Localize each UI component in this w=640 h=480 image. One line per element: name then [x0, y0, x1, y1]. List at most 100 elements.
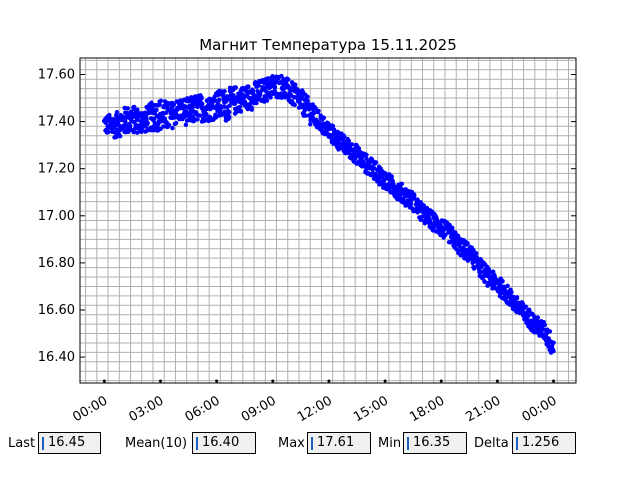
data-point	[389, 174, 394, 179]
data-point	[135, 107, 140, 113]
mean-value-field[interactable]: 16.40	[192, 432, 256, 454]
delta-label: Delta	[474, 436, 509, 451]
data-point	[163, 110, 169, 116]
data-point	[272, 85, 278, 90]
x-tick	[495, 379, 499, 383]
y-tick-label: 16.40	[38, 350, 75, 365]
max-value-field[interactable]: 17.61	[307, 432, 371, 454]
data-point	[226, 116, 231, 122]
text-cursor	[311, 437, 313, 450]
y-axis: 16.40 16.60 16.80 17.00 17.20 17.40 17.60	[38, 67, 576, 365]
data-point	[120, 114, 126, 119]
data-point	[550, 347, 556, 352]
data-point	[527, 308, 532, 314]
data-point	[195, 117, 200, 122]
data-point	[321, 115, 327, 121]
data-point	[411, 192, 417, 197]
data-point	[457, 243, 462, 249]
data-point	[434, 217, 440, 222]
min-value-field[interactable]: 16.35	[403, 432, 467, 454]
data-point	[268, 95, 273, 100]
x-tick-label: 09:00	[239, 393, 279, 425]
x-tick	[158, 379, 162, 383]
data-point	[544, 331, 549, 336]
plot-frame	[79, 57, 577, 384]
min-label: Min	[378, 436, 402, 451]
data-point	[118, 133, 123, 139]
data-point	[505, 283, 510, 289]
data-point	[170, 125, 175, 131]
data-point	[293, 82, 298, 87]
data-point	[248, 95, 254, 101]
data-point	[478, 269, 484, 275]
data-point	[316, 108, 321, 114]
data-point	[132, 104, 137, 110]
data-point	[349, 142, 355, 147]
data-point	[542, 322, 548, 328]
temperature-chart: Магнит Температура 15.11.2025 16.40 16.60…	[38, 36, 577, 425]
data-point	[197, 113, 203, 118]
data-point	[233, 85, 238, 91]
data-point	[474, 251, 479, 256]
last-value-field[interactable]: 16.45	[38, 432, 101, 454]
data-point	[443, 232, 448, 238]
data-point	[509, 289, 514, 295]
x-tick	[271, 379, 275, 383]
min-value: 16.35	[413, 435, 451, 450]
data-point	[285, 77, 291, 82]
x-tick	[102, 379, 106, 383]
data-point	[123, 119, 128, 124]
data-point	[202, 118, 207, 124]
data-point	[222, 89, 227, 94]
data-point	[237, 104, 243, 110]
x-tick-label: 15:00	[351, 393, 391, 425]
x-tick	[327, 379, 331, 383]
data-point	[454, 247, 459, 252]
data-points	[101, 73, 556, 355]
delta-value-field[interactable]: 1.256	[512, 432, 576, 454]
x-tick-label: 18:00	[407, 393, 447, 425]
data-point	[249, 105, 254, 111]
mean-label: Mean(10)	[125, 436, 188, 451]
data-point	[216, 97, 222, 103]
data-point	[171, 102, 177, 107]
data-point	[431, 226, 436, 231]
data-point	[551, 340, 556, 345]
data-point	[543, 335, 548, 340]
data-point	[107, 112, 112, 118]
text-cursor	[196, 437, 198, 450]
data-point	[346, 138, 352, 144]
data-point	[238, 109, 244, 114]
text-cursor	[407, 437, 409, 450]
data-point	[330, 123, 336, 129]
text-cursor	[516, 437, 518, 450]
y-tick-label: 17.40	[38, 115, 75, 130]
y-tick-label: 17.00	[38, 209, 75, 224]
data-point	[500, 279, 505, 284]
data-point	[131, 129, 136, 135]
data-point	[227, 103, 232, 108]
data-point	[311, 110, 317, 116]
last-value: 16.45	[48, 435, 86, 450]
y-tick-label: 17.60	[38, 67, 75, 82]
data-point	[161, 124, 166, 129]
y-tick-label: 16.60	[38, 303, 75, 318]
data-point	[145, 120, 150, 126]
delta-value: 1.256	[522, 435, 560, 450]
data-point	[222, 109, 227, 114]
data-point	[154, 107, 159, 113]
data-point	[257, 92, 263, 98]
data-point	[135, 130, 140, 135]
data-point	[292, 102, 297, 108]
x-tick-label: 03:00	[127, 393, 167, 425]
data-point	[373, 160, 379, 165]
data-point	[200, 101, 205, 106]
data-point	[399, 181, 405, 187]
data-point	[132, 119, 137, 125]
data-point	[279, 73, 284, 79]
data-point	[127, 123, 133, 129]
data-point	[213, 98, 218, 103]
data-point	[526, 313, 532, 318]
x-tick-label: 21:00	[463, 393, 503, 425]
data-point	[335, 129, 341, 135]
